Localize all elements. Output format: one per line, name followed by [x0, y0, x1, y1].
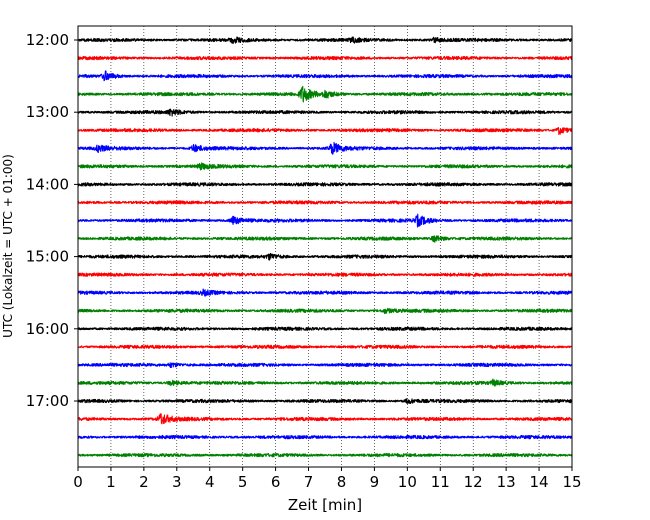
x-tick-label: 7 — [304, 473, 314, 491]
seismogram-trace — [77, 452, 573, 458]
seismogram-trace — [77, 213, 573, 228]
seismogram-trace — [77, 398, 573, 405]
seismogram-trace — [77, 235, 573, 243]
x-tick-label: 10 — [398, 473, 417, 491]
x-tick-label: 8 — [337, 473, 347, 491]
x-tick-label: 11 — [431, 473, 450, 491]
seismogram-trace — [77, 162, 573, 171]
seismogram-trace — [77, 127, 573, 135]
seismogram-trace — [77, 288, 573, 297]
y-tick-label: 17:00 — [26, 392, 69, 410]
seismogram-trace — [77, 108, 573, 117]
seismogram-trace — [77, 413, 573, 425]
seismogram-trace — [77, 55, 573, 61]
seismogram-trace — [77, 36, 573, 45]
x-tick-label: 6 — [271, 473, 281, 491]
seismogram-trace — [77, 141, 573, 155]
y-tick-label: 14:00 — [26, 175, 69, 193]
x-axis-label: Zeit [min] — [288, 496, 362, 514]
seismogram-trace — [77, 252, 573, 261]
seismogram-trace — [77, 272, 573, 277]
x-tick-label: 3 — [172, 473, 182, 491]
x-tick-label: 15 — [562, 473, 581, 491]
y-ticks: 12:00 13:00 14:00 15:00 16:00 17:00 — [26, 31, 78, 410]
seismogram-trace — [77, 326, 573, 332]
seismogram-trace — [77, 362, 573, 369]
seismogram-trace — [77, 378, 573, 387]
x-tick-label: 9 — [370, 473, 380, 491]
x-tick-label: 1 — [106, 473, 116, 491]
seismogram-trace — [77, 200, 573, 205]
x-tick-label: 12 — [464, 473, 483, 491]
y-tick-label: 16:00 — [26, 320, 69, 338]
seismogram-trace — [77, 182, 573, 187]
seismogram-trace — [77, 434, 573, 440]
y-tick-label: 15:00 — [26, 248, 69, 266]
x-tick-label: 4 — [205, 473, 215, 491]
y-axis-label: UTC (Lokalzeit = UTC + 01:00) — [1, 154, 15, 338]
x-tick-label: 14 — [530, 473, 549, 491]
seismogram-trace — [77, 344, 573, 350]
x-tick-label: 0 — [73, 473, 83, 491]
plot-frame — [77, 25, 573, 468]
y-tick-label: 13:00 — [26, 103, 69, 121]
seismogram-trace — [77, 70, 573, 82]
x-tick-label: 5 — [238, 473, 248, 491]
trace-layer — [77, 36, 573, 458]
x-tick-label: 13 — [497, 473, 516, 491]
y-tick-label: 12:00 — [26, 31, 69, 49]
seismogram-trace — [77, 85, 573, 103]
x-tick-label: 2 — [139, 473, 149, 491]
seismogram-trace — [77, 307, 573, 315]
x-ticks: 0 1 2 3 4 5 6 7 8 9 10 11 12 13 14 15 — [73, 467, 582, 491]
